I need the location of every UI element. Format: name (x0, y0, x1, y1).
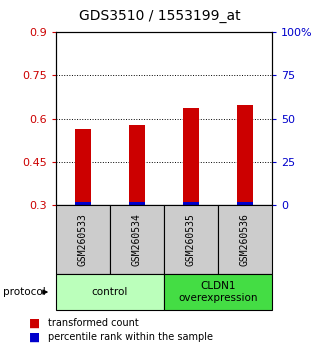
Bar (56, 274, 164, 310)
Bar (183, 108, 198, 205)
Bar (56, 205, 110, 274)
Bar (237, 202, 252, 205)
Bar (76, 129, 91, 205)
Bar (218, 205, 272, 274)
Text: GDS3510 / 1553199_at: GDS3510 / 1553199_at (79, 9, 241, 23)
Text: protocol: protocol (3, 287, 46, 297)
Bar (110, 205, 164, 274)
Text: GSM260533: GSM260533 (78, 213, 88, 266)
Bar (164, 205, 218, 274)
Bar (129, 125, 145, 205)
Bar (164, 274, 272, 310)
Text: ■: ■ (29, 316, 40, 329)
Bar (129, 202, 145, 205)
Bar (183, 202, 198, 205)
Text: GSM260535: GSM260535 (186, 213, 196, 266)
Text: ■: ■ (29, 331, 40, 343)
Bar (76, 202, 91, 205)
Text: GSM260536: GSM260536 (240, 213, 250, 266)
Text: transformed count: transformed count (48, 318, 139, 328)
Text: GSM260534: GSM260534 (132, 213, 142, 266)
Text: CLDN1
overexpression: CLDN1 overexpression (178, 281, 258, 303)
Bar (237, 105, 252, 205)
Text: control: control (92, 287, 128, 297)
Text: percentile rank within the sample: percentile rank within the sample (48, 332, 213, 342)
